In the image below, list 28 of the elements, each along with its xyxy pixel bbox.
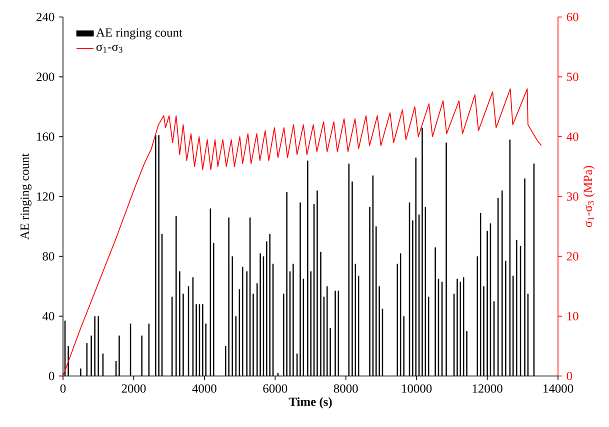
y-axis-title: AE ringing count bbox=[20, 153, 32, 240]
legend-label: AE ringing count bbox=[96, 28, 182, 40]
legend-label: σ$_{1}$-σ$_{3}$ bbox=[96, 44, 122, 53]
x-tick-label: 4000 bbox=[192, 384, 216, 393]
y2-axis-title: σ$_{1}$-σ$_{3}$ (MPa) bbox=[583, 166, 595, 228]
x-tick-label: 12000 bbox=[472, 384, 502, 393]
y2-tick-label: 30 bbox=[566, 192, 578, 201]
x-tick-label: 14000 bbox=[544, 384, 574, 393]
y2-tick-label: 0 bbox=[566, 372, 572, 380]
y-tick-label: 120 bbox=[37, 192, 54, 201]
y2-tick-label: 50 bbox=[567, 72, 578, 82]
x-tick-label: 2000 bbox=[122, 384, 146, 393]
y-tick-label: 80 bbox=[42, 252, 54, 261]
x-axis-title: Time (s) bbox=[288, 397, 332, 409]
y-tick-label: 240 bbox=[36, 12, 54, 22]
y2-tick-label: 40 bbox=[566, 132, 578, 141]
x-tick-label: 8000 bbox=[334, 384, 358, 393]
line-series bbox=[62, 88, 542, 376]
x-tick-label: 10000 bbox=[402, 384, 432, 393]
x-tick-label: 6000 bbox=[263, 384, 288, 393]
y2-tick-label: 60 bbox=[566, 12, 578, 22]
y2-tick-label: 10 bbox=[567, 312, 578, 320]
y-tick-label: 200 bbox=[36, 72, 54, 82]
y-tick-label: 0 bbox=[48, 372, 54, 380]
y-tick-label: 40 bbox=[42, 312, 54, 320]
y2-tick-label: 20 bbox=[566, 252, 578, 261]
x-tick-label: 0 bbox=[60, 384, 66, 393]
y-tick-label: 160 bbox=[37, 132, 54, 141]
